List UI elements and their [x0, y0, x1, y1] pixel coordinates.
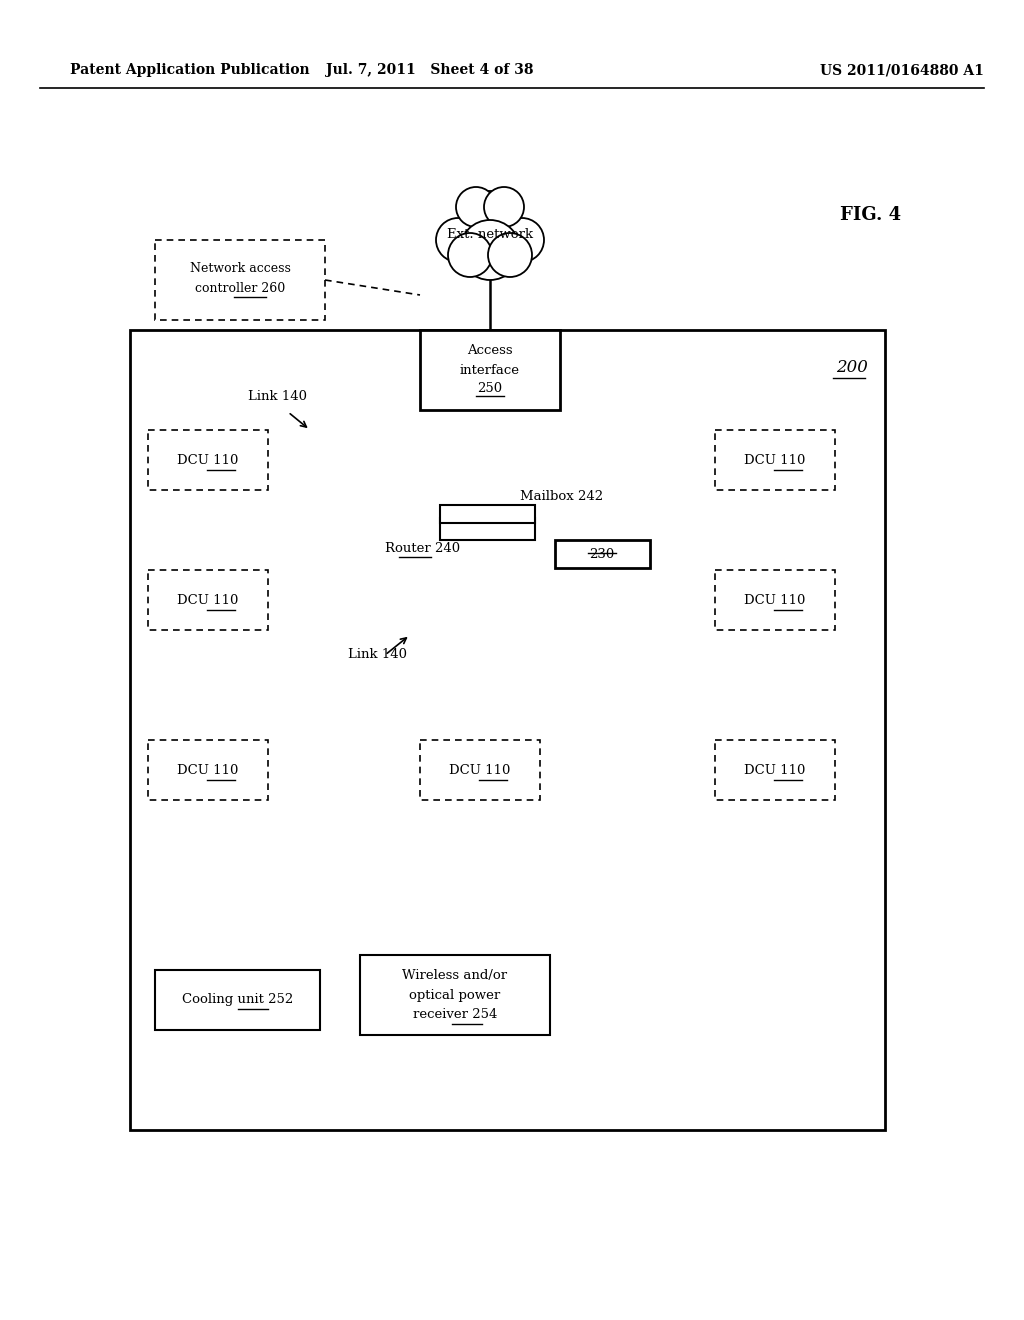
Bar — [148, 741, 268, 800]
Text: DCU 110: DCU 110 — [744, 594, 806, 606]
Bar — [555, 540, 650, 568]
Bar — [440, 506, 535, 523]
Text: DCU 110: DCU 110 — [744, 763, 806, 776]
Circle shape — [460, 220, 520, 280]
Circle shape — [488, 234, 532, 277]
Text: Patent Application Publication: Patent Application Publication — [70, 63, 309, 77]
Circle shape — [500, 218, 544, 261]
Text: DCU 110: DCU 110 — [177, 454, 239, 466]
Bar — [148, 570, 268, 630]
Text: Access: Access — [467, 343, 513, 356]
Bar — [155, 970, 319, 1030]
Text: Jul. 7, 2011   Sheet 4 of 38: Jul. 7, 2011 Sheet 4 of 38 — [327, 63, 534, 77]
Bar — [360, 954, 550, 1035]
Circle shape — [436, 218, 480, 261]
Bar — [420, 330, 560, 411]
Text: receiver 254: receiver 254 — [413, 1008, 498, 1022]
Bar — [350, 490, 740, 576]
Bar — [715, 570, 835, 630]
Text: DCU 110: DCU 110 — [177, 594, 239, 606]
Text: DCU 110: DCU 110 — [450, 763, 511, 776]
Bar — [440, 517, 535, 540]
Text: interface: interface — [460, 363, 520, 376]
Circle shape — [456, 187, 496, 227]
Text: Link 140: Link 140 — [248, 389, 307, 403]
Bar — [148, 430, 268, 490]
Text: US 2011/0164880 A1: US 2011/0164880 A1 — [820, 63, 984, 77]
Text: Link 140: Link 140 — [348, 648, 407, 661]
Text: controller 260: controller 260 — [195, 281, 285, 294]
Text: DCU 110: DCU 110 — [744, 454, 806, 466]
Bar — [715, 741, 835, 800]
Text: FIG. 4: FIG. 4 — [840, 206, 901, 224]
Text: DCU 110: DCU 110 — [177, 763, 239, 776]
Text: optical power: optical power — [410, 989, 501, 1002]
Bar — [715, 430, 835, 490]
Text: Router 240: Router 240 — [385, 541, 460, 554]
Text: 250: 250 — [477, 381, 503, 395]
Text: Mailbox 242: Mailbox 242 — [520, 491, 603, 503]
Bar — [155, 240, 325, 319]
Text: 230: 230 — [590, 548, 614, 561]
Circle shape — [484, 187, 524, 227]
Text: Cooling unit 252: Cooling unit 252 — [182, 994, 293, 1006]
Circle shape — [464, 191, 516, 243]
Text: Wireless and/or: Wireless and/or — [402, 969, 508, 982]
Bar — [420, 741, 540, 800]
Bar — [130, 330, 885, 1130]
Circle shape — [449, 234, 492, 277]
Text: 200: 200 — [836, 359, 868, 376]
Text: Ext. network: Ext. network — [446, 228, 534, 242]
Text: Network access: Network access — [189, 261, 291, 275]
